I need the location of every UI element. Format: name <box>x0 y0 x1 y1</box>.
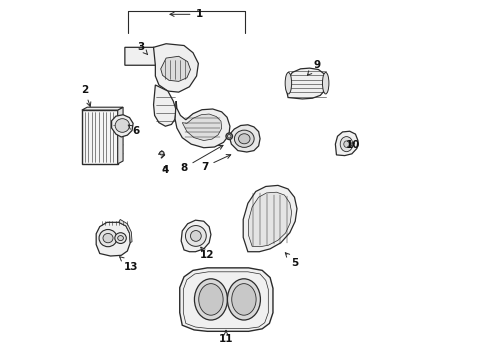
Polygon shape <box>161 56 191 81</box>
Text: 7: 7 <box>201 154 231 172</box>
Polygon shape <box>335 131 358 156</box>
Polygon shape <box>119 220 132 243</box>
Ellipse shape <box>226 133 232 139</box>
Ellipse shape <box>195 279 227 320</box>
Text: 4: 4 <box>162 165 169 175</box>
Ellipse shape <box>340 136 353 152</box>
Polygon shape <box>112 115 133 137</box>
Polygon shape <box>243 185 297 252</box>
Text: 6: 6 <box>128 125 139 135</box>
Polygon shape <box>153 85 176 126</box>
Text: 8: 8 <box>180 145 223 173</box>
Ellipse shape <box>118 235 123 240</box>
Text: 2: 2 <box>81 85 91 107</box>
Polygon shape <box>182 114 221 140</box>
Ellipse shape <box>115 119 129 132</box>
Polygon shape <box>181 220 211 252</box>
Text: 3: 3 <box>137 42 147 55</box>
Text: 13: 13 <box>120 257 139 272</box>
Polygon shape <box>286 68 327 99</box>
Ellipse shape <box>322 72 329 94</box>
Text: 12: 12 <box>200 247 215 260</box>
Polygon shape <box>153 44 198 92</box>
Polygon shape <box>96 222 130 256</box>
Ellipse shape <box>239 134 250 144</box>
Polygon shape <box>229 125 260 152</box>
Ellipse shape <box>234 130 254 147</box>
Text: 11: 11 <box>219 330 233 343</box>
Ellipse shape <box>344 141 349 147</box>
Polygon shape <box>82 107 123 110</box>
Polygon shape <box>125 47 157 65</box>
Ellipse shape <box>186 226 206 246</box>
Ellipse shape <box>232 284 256 315</box>
Ellipse shape <box>103 233 113 243</box>
Polygon shape <box>118 107 123 164</box>
Ellipse shape <box>160 151 164 155</box>
Ellipse shape <box>99 229 117 247</box>
Ellipse shape <box>191 230 201 241</box>
Polygon shape <box>82 110 118 164</box>
Ellipse shape <box>199 284 223 315</box>
Ellipse shape <box>227 279 260 320</box>
Polygon shape <box>180 268 273 331</box>
Ellipse shape <box>285 72 292 94</box>
Ellipse shape <box>115 233 126 243</box>
Text: 1: 1 <box>170 9 203 19</box>
Polygon shape <box>175 101 230 148</box>
Text: 5: 5 <box>285 253 299 268</box>
Text: 10: 10 <box>346 140 361 150</box>
Polygon shape <box>248 192 292 247</box>
Text: 9: 9 <box>307 60 320 75</box>
